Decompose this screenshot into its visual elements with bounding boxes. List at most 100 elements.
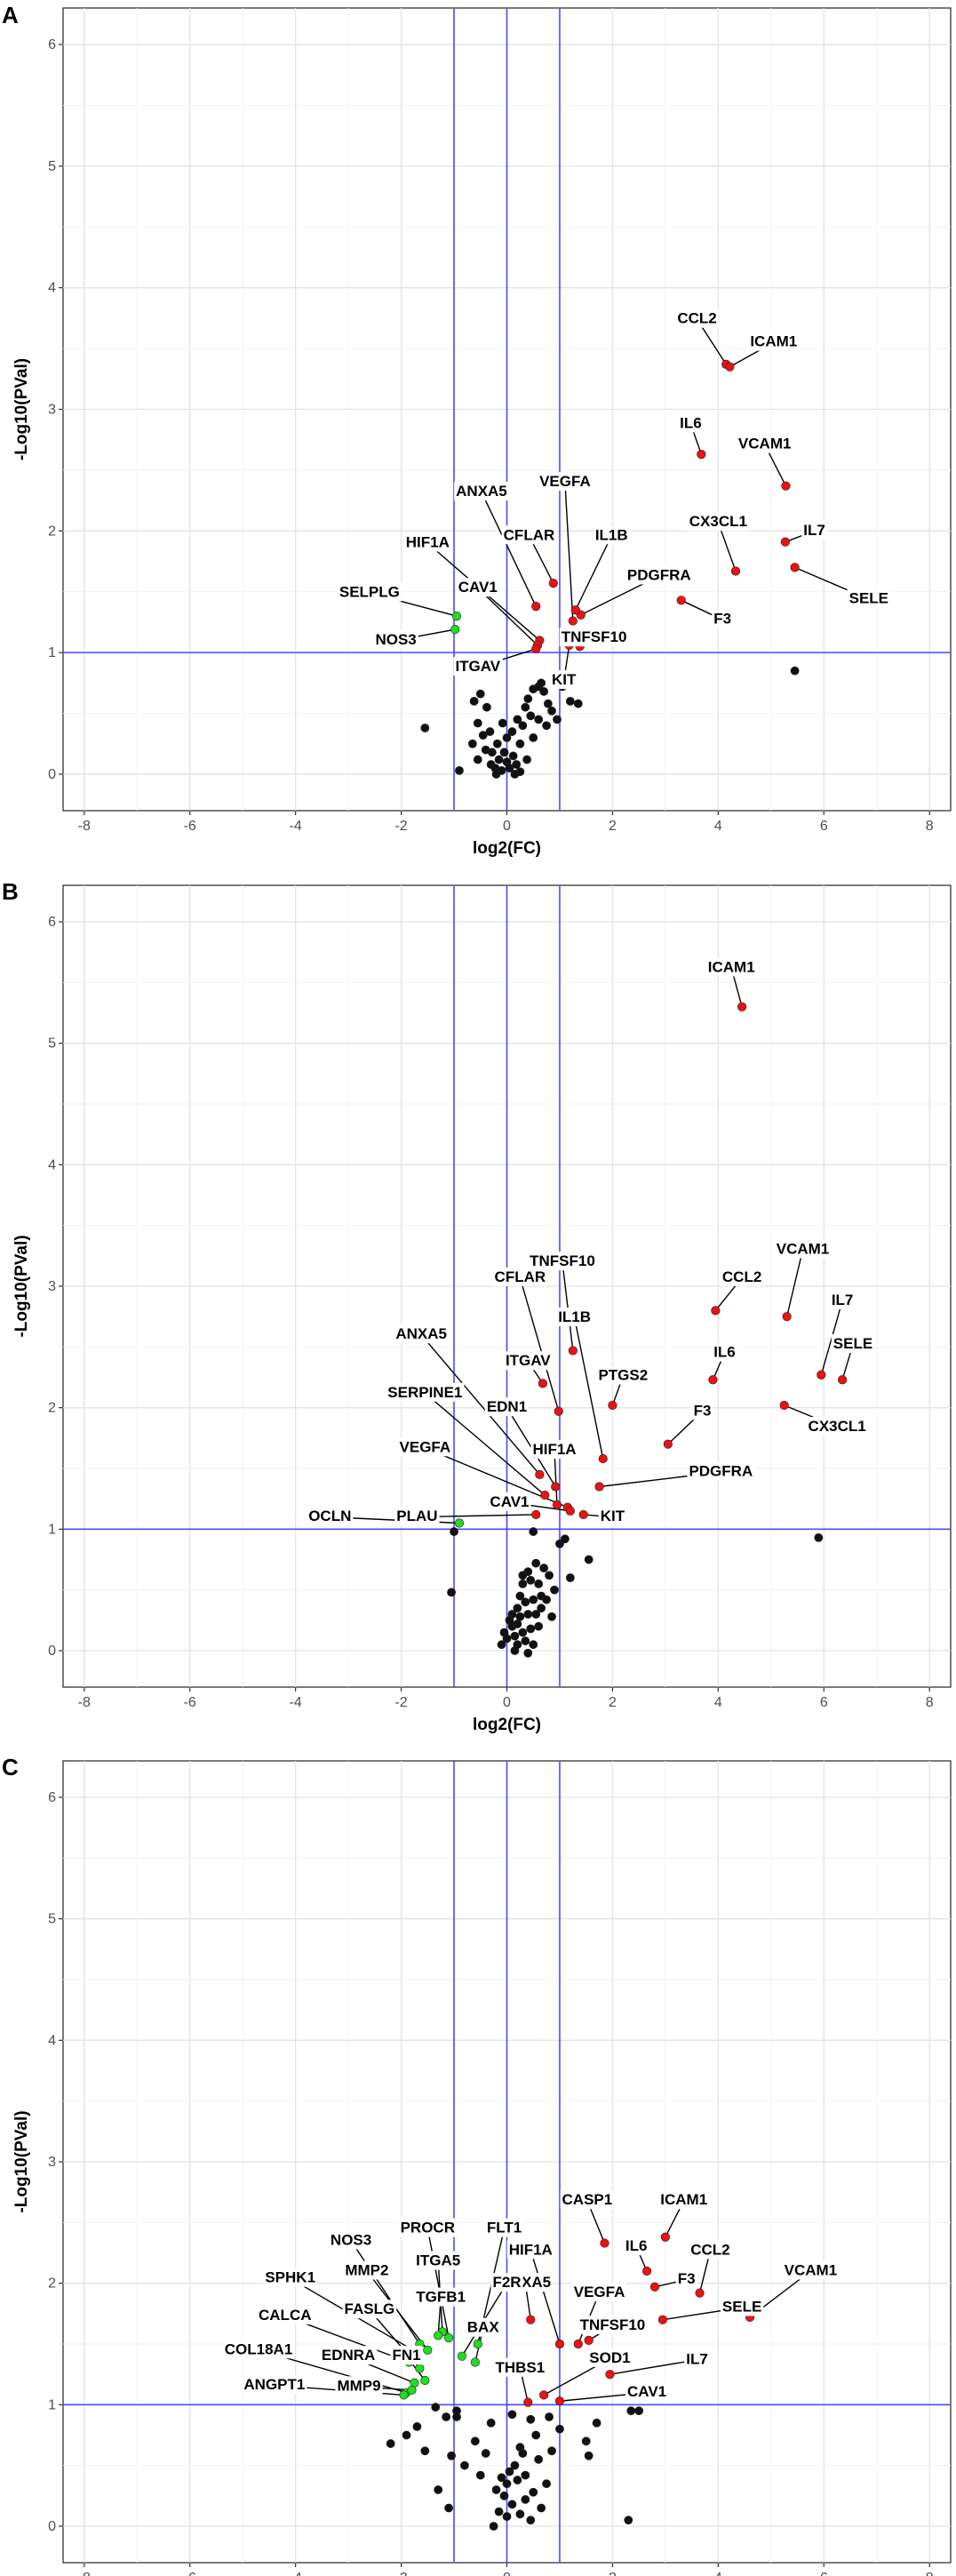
gene-label-bg [373,629,418,649]
x-tick-label: -4 [290,819,302,834]
y-tick-label: 4 [48,2033,56,2048]
data-point-ns [565,1573,575,1582]
x-tick-label: 4 [714,819,722,834]
gene-label: ANGPT1 [243,2376,305,2393]
gene-label: SELE [833,1335,872,1352]
gene-label: CX3CL1 [809,1418,866,1435]
data-point-up [660,2232,670,2242]
gene-label-bg [598,1507,627,1526]
data-point-down [457,2351,467,2361]
gene-label: TNFSF10 [530,1252,595,1269]
gene-label-bg [593,525,630,545]
data-point-ns [634,2406,644,2416]
gene-label: ICAM1 [750,333,797,350]
data-point-ns [814,1533,824,1542]
x-tick-label: 6 [820,819,828,834]
gene-label: CAV1 [627,2383,666,2400]
y-tick-label: 6 [48,1790,56,1805]
data-point-up [737,1002,747,1012]
data-point-up [568,1346,578,1356]
gene-label-bg [691,1401,713,1420]
x-tick-label: 2 [609,2571,617,2576]
gene-label: CAV1 [490,1493,529,1510]
data-point-ns [450,1527,458,1536]
data-point-down [434,2331,443,2340]
gene-label-bg [490,2273,523,2292]
label-leader-line [530,2250,561,2345]
data-point-up [780,537,790,547]
data-point-ns [521,1597,530,1607]
gene-label: IL7 [803,522,825,539]
gene-label: VCAM1 [785,2261,838,2278]
data-point-ns [499,1628,509,1637]
data-point-ns [547,2446,556,2456]
data-point-down [423,2345,433,2355]
panel-tag: B [2,878,19,905]
x-tick-label: 8 [926,1695,934,1710]
data-point-ns [531,1610,541,1619]
data-point-ns [529,1640,538,1650]
gene-label-bg [687,512,749,532]
gene-label-bg [390,2346,423,2365]
data-point-ns [537,678,546,688]
gene-label: VEGFA [574,2284,625,2300]
data-point-ns [624,2516,633,2525]
x-tick-label: -8 [78,2571,91,2576]
data-point-up [605,2370,615,2380]
x-tick-label: -4 [290,1695,302,1710]
gene-label: CFLAR [495,1268,546,1285]
gene-label: SERPINE1 [387,1384,462,1401]
gene-label: ITGA5 [416,2252,460,2269]
data-point-ns [513,1604,522,1613]
data-point-up [711,1306,721,1316]
x-tick-label: -2 [394,2571,407,2576]
x-tick-label: 8 [926,819,934,834]
data-point-ns [473,718,482,728]
data-point-ns [447,2451,456,2460]
y-tick-label: 3 [48,403,56,418]
x-tick-label: 0 [503,2571,511,2576]
data-point-up [598,1453,608,1464]
gene-label: PTGS2 [598,1367,648,1384]
data-point-up [573,2339,583,2349]
data-point-up [584,2335,594,2345]
gene-label: IL6 [680,414,702,431]
data-point-up [641,2266,652,2276]
data-point-ns [491,2485,501,2494]
data-point-up [600,2238,609,2248]
data-point-up [565,1506,575,1516]
x-tick-label: 8 [926,2571,934,2576]
data-point-ns [507,727,517,736]
data-point-ns [581,2436,591,2446]
y-axis-title: -Log10(PVal) [12,1235,31,1337]
data-point-ns [513,2476,522,2484]
x-tick-label: -6 [184,1695,196,1710]
gene-label-bg [398,2218,458,2237]
gene-label-bg [528,1252,597,1271]
data-point-up [594,1482,604,1492]
gene-label: KIT [552,671,577,688]
data-point-ns [522,755,531,764]
data-point-up [531,644,541,654]
gene-label: FASLG [345,2300,395,2317]
data-point-ns [515,2509,525,2519]
gene-label-bg [492,1267,548,1286]
data-point-ns [510,1646,520,1655]
gene-label: TGFB1 [416,2289,466,2306]
data-point-ns [573,699,583,708]
gene-label-bg [748,332,800,351]
data-point-up [531,602,541,612]
data-point-ns [523,694,533,704]
data-point-down [473,2339,482,2349]
panel-tag: C [2,1754,19,1780]
data-point-ns [561,1534,570,1544]
gene-label: SOD1 [589,2349,630,2366]
x-tick-label: -8 [78,1695,91,1710]
data-point-ns [518,721,528,731]
label-leader-line [575,535,612,611]
gene-label-bg [343,2260,391,2280]
data-point-up [578,1509,588,1520]
data-point-ns [502,2512,512,2521]
gene-label-bg [801,520,827,540]
gene-label-bg [556,1308,594,1327]
